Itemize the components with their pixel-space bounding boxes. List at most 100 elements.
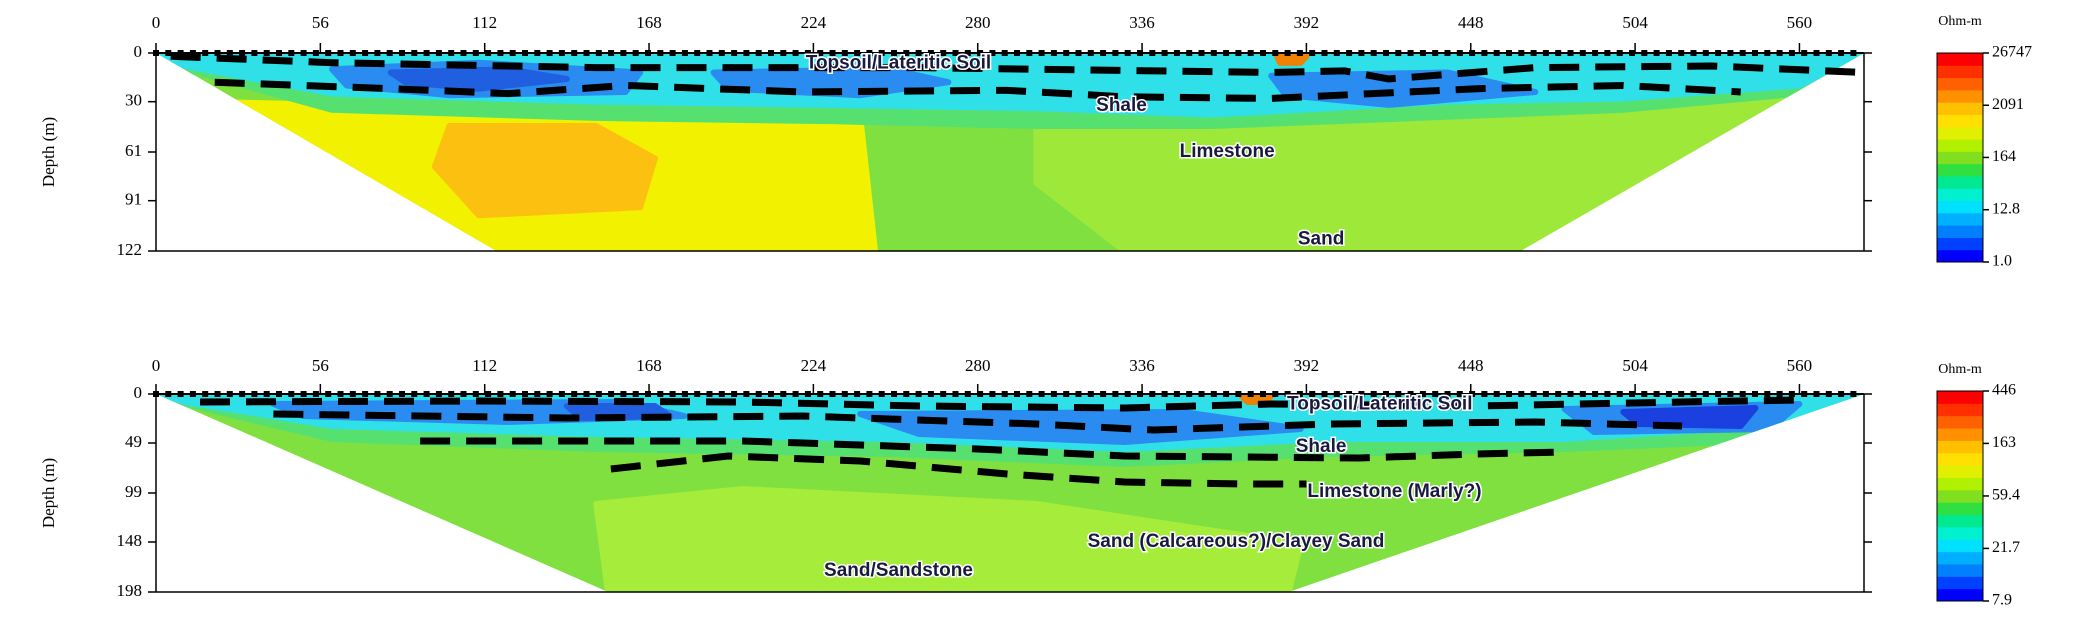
electrode	[362, 50, 369, 56]
electrode	[1272, 391, 1279, 397]
electrode	[276, 391, 282, 397]
electrode	[1395, 391, 1402, 397]
electrode	[558, 391, 565, 397]
electrode	[558, 50, 565, 56]
electrode	[165, 50, 172, 56]
electrode	[411, 50, 418, 56]
electrode	[657, 391, 664, 397]
electrode	[1272, 50, 1279, 56]
electrode	[645, 50, 651, 56]
electrode	[780, 391, 787, 397]
x-tick-label: 280	[965, 13, 991, 32]
electrode	[1653, 50, 1660, 56]
electrode	[300, 50, 307, 56]
electrode	[1493, 391, 1500, 397]
x-tick-label: 112	[472, 356, 497, 375]
electrode	[1678, 50, 1685, 56]
electrode	[423, 50, 430, 56]
electrode	[1850, 391, 1857, 397]
electrode	[1370, 391, 1377, 397]
electrode	[1456, 391, 1463, 397]
electrode	[681, 391, 688, 397]
electrode	[620, 50, 627, 56]
colorbar-band	[1937, 102, 1983, 115]
y-tick-label: 49	[125, 432, 142, 451]
colorbar-band	[1937, 588, 1983, 602]
layer-label: Limestone	[1180, 141, 1275, 162]
electrode	[1665, 50, 1672, 56]
electrode	[1075, 50, 1082, 56]
electrode	[1186, 50, 1193, 56]
colorbar-band	[1937, 89, 1983, 103]
electrode	[804, 391, 811, 397]
electrode	[300, 391, 307, 397]
x-tick-label: 504	[1622, 13, 1648, 32]
electrode	[817, 50, 824, 56]
layer-label: Limestone (Marly?)	[1307, 481, 1481, 502]
x-tick-label: 392	[1294, 356, 1320, 375]
electrode	[497, 391, 504, 397]
electrode	[1100, 50, 1107, 56]
colorbar-tick-label: 1.0	[1992, 253, 2012, 270]
electrode	[1506, 391, 1512, 397]
section-chart: 0 56 112 168 224 280 336 392 448 504 560 0 49 99 148 19…	[39, 356, 2020, 609]
electrode	[1346, 391, 1353, 397]
electrode	[804, 50, 811, 56]
colorbar-band	[1937, 551, 1983, 565]
electrode	[288, 391, 295, 397]
electrode	[1198, 50, 1205, 56]
electrode	[509, 50, 516, 56]
electrode	[411, 391, 418, 397]
electrode	[1001, 391, 1008, 397]
electrode	[1838, 391, 1845, 397]
electrode	[927, 50, 934, 56]
electrode	[571, 50, 578, 56]
electrode	[829, 50, 836, 56]
electrode	[1100, 391, 1107, 397]
electrode	[251, 50, 258, 56]
electrode	[1604, 50, 1611, 56]
electrode	[891, 50, 897, 56]
x-tick-label: 0	[152, 356, 161, 375]
x-tick-label: 168	[636, 13, 662, 32]
colorbar-band	[1937, 53, 1983, 66]
colorbar-tick-label: 12.8	[1992, 200, 2020, 217]
electrode	[312, 50, 319, 56]
layer-boundary	[170, 52, 1865, 83]
electrode	[1161, 50, 1168, 56]
electrode	[964, 391, 971, 397]
electrode	[214, 391, 221, 397]
electrode	[435, 50, 442, 56]
colorbar-band	[1937, 391, 1983, 404]
colorbar-tick-label: 26747	[1992, 44, 2032, 61]
electrode	[1481, 391, 1488, 397]
electrode	[1579, 50, 1586, 56]
electrode	[1346, 50, 1353, 56]
colorbar-band	[1937, 452, 1983, 466]
electrode	[1284, 50, 1291, 56]
x-tick-label: 56	[312, 13, 329, 32]
electrode	[755, 50, 762, 56]
electrode	[1050, 391, 1057, 397]
electrode	[1309, 50, 1316, 56]
electrode	[891, 391, 897, 397]
y-axis-label: Depth (m)	[39, 458, 58, 528]
electrode	[952, 391, 959, 397]
colorbar-band	[1937, 415, 1983, 429]
electrode	[485, 50, 492, 56]
electrode	[1530, 391, 1537, 397]
x-tick-label: 392	[1294, 13, 1320, 32]
field-zone	[1274, 53, 1310, 66]
electrode	[608, 50, 615, 56]
electrode	[435, 391, 442, 397]
layer-boundary	[610, 452, 1307, 488]
colorbar-tick-label: 2091	[1992, 96, 2024, 113]
colorbar-band	[1937, 65, 1983, 79]
electrode	[1616, 391, 1623, 397]
electrode	[1838, 50, 1845, 56]
electrode	[1715, 50, 1722, 56]
electrode	[1469, 50, 1476, 56]
electrode	[1223, 50, 1230, 56]
electrode	[1137, 391, 1143, 397]
electrode	[1112, 391, 1119, 397]
